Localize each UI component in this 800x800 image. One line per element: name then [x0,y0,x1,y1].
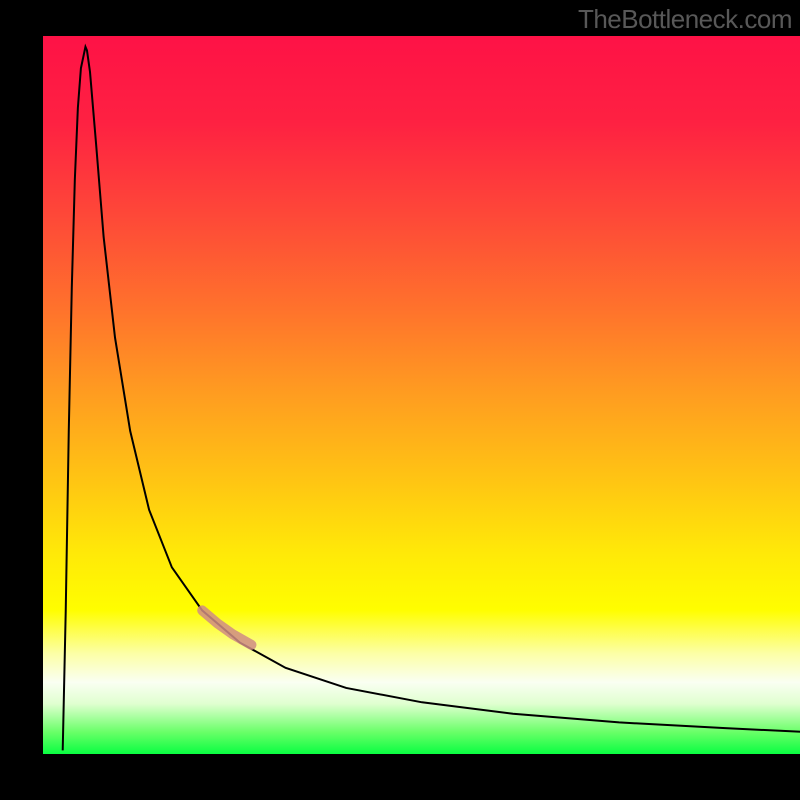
highlight-segment [202,610,251,644]
attribution-text: TheBottleneck.com [578,4,792,35]
bottleneck-curve [63,47,800,751]
curve-layer [43,36,800,754]
chart-stage: TheBottleneck.com [0,0,800,800]
plot-area [43,36,800,754]
